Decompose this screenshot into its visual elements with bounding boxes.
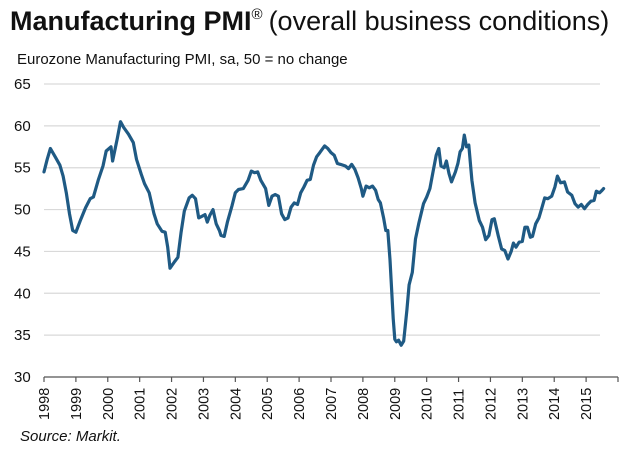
- source-note: Source: Markit.: [20, 428, 121, 445]
- x-tick-label: 2015: [579, 388, 595, 420]
- x-tick-label: 2006: [292, 388, 308, 420]
- y-tick-label: 55: [14, 160, 31, 177]
- registered-mark: ®: [252, 6, 263, 23]
- y-tick-label: 60: [14, 118, 31, 135]
- chart-subtitle: Eurozone Manufacturing PMI, sa, 50 = no …: [17, 51, 348, 68]
- x-tick-label: 2012: [483, 388, 499, 420]
- y-tick-label: 50: [14, 202, 31, 219]
- chart-title: Manufacturing PMI® (overall business cond…: [10, 6, 609, 36]
- series-line-eurozone-pmi: [42, 120, 606, 347]
- x-tick-label: 2005: [260, 388, 276, 420]
- y-tick-label: 30: [14, 369, 31, 386]
- y-tick-label: 65: [14, 76, 31, 93]
- chart-title-rest: (overall business conditions): [269, 6, 610, 36]
- x-tick-label: 2007: [324, 388, 340, 420]
- x-axis: 1998 1999 2000 2001 2002 2003 2004 2005 2006 2007…: [37, 376, 619, 420]
- x-tick-label: 1999: [69, 388, 85, 420]
- x-tick-label: 2002: [165, 388, 181, 420]
- x-tick-label: 2010: [420, 388, 436, 420]
- x-tick-label: 2014: [547, 388, 563, 420]
- x-tick-label: 2011: [452, 389, 468, 420]
- x-tick-label: 1998: [37, 388, 53, 420]
- x-tick-label: 2003: [196, 388, 212, 420]
- x-tick-label: 2009: [388, 388, 404, 420]
- gridlines: [44, 83, 600, 336]
- chart-title-bold: Manufacturing PMI: [10, 6, 252, 36]
- y-tick-label: 35: [14, 327, 31, 344]
- x-tick-label: 2004: [228, 388, 244, 420]
- x-tick-label: 2000: [101, 388, 117, 420]
- y-tick-label: 40: [14, 285, 31, 302]
- x-tick-label: 2001: [133, 388, 149, 420]
- y-axis: 30 35 40 45 50 55 60 65: [14, 76, 31, 386]
- x-tick-label: 2008: [356, 388, 372, 420]
- x-tick-label: 2013: [515, 388, 531, 420]
- y-tick-label: 45: [14, 243, 31, 260]
